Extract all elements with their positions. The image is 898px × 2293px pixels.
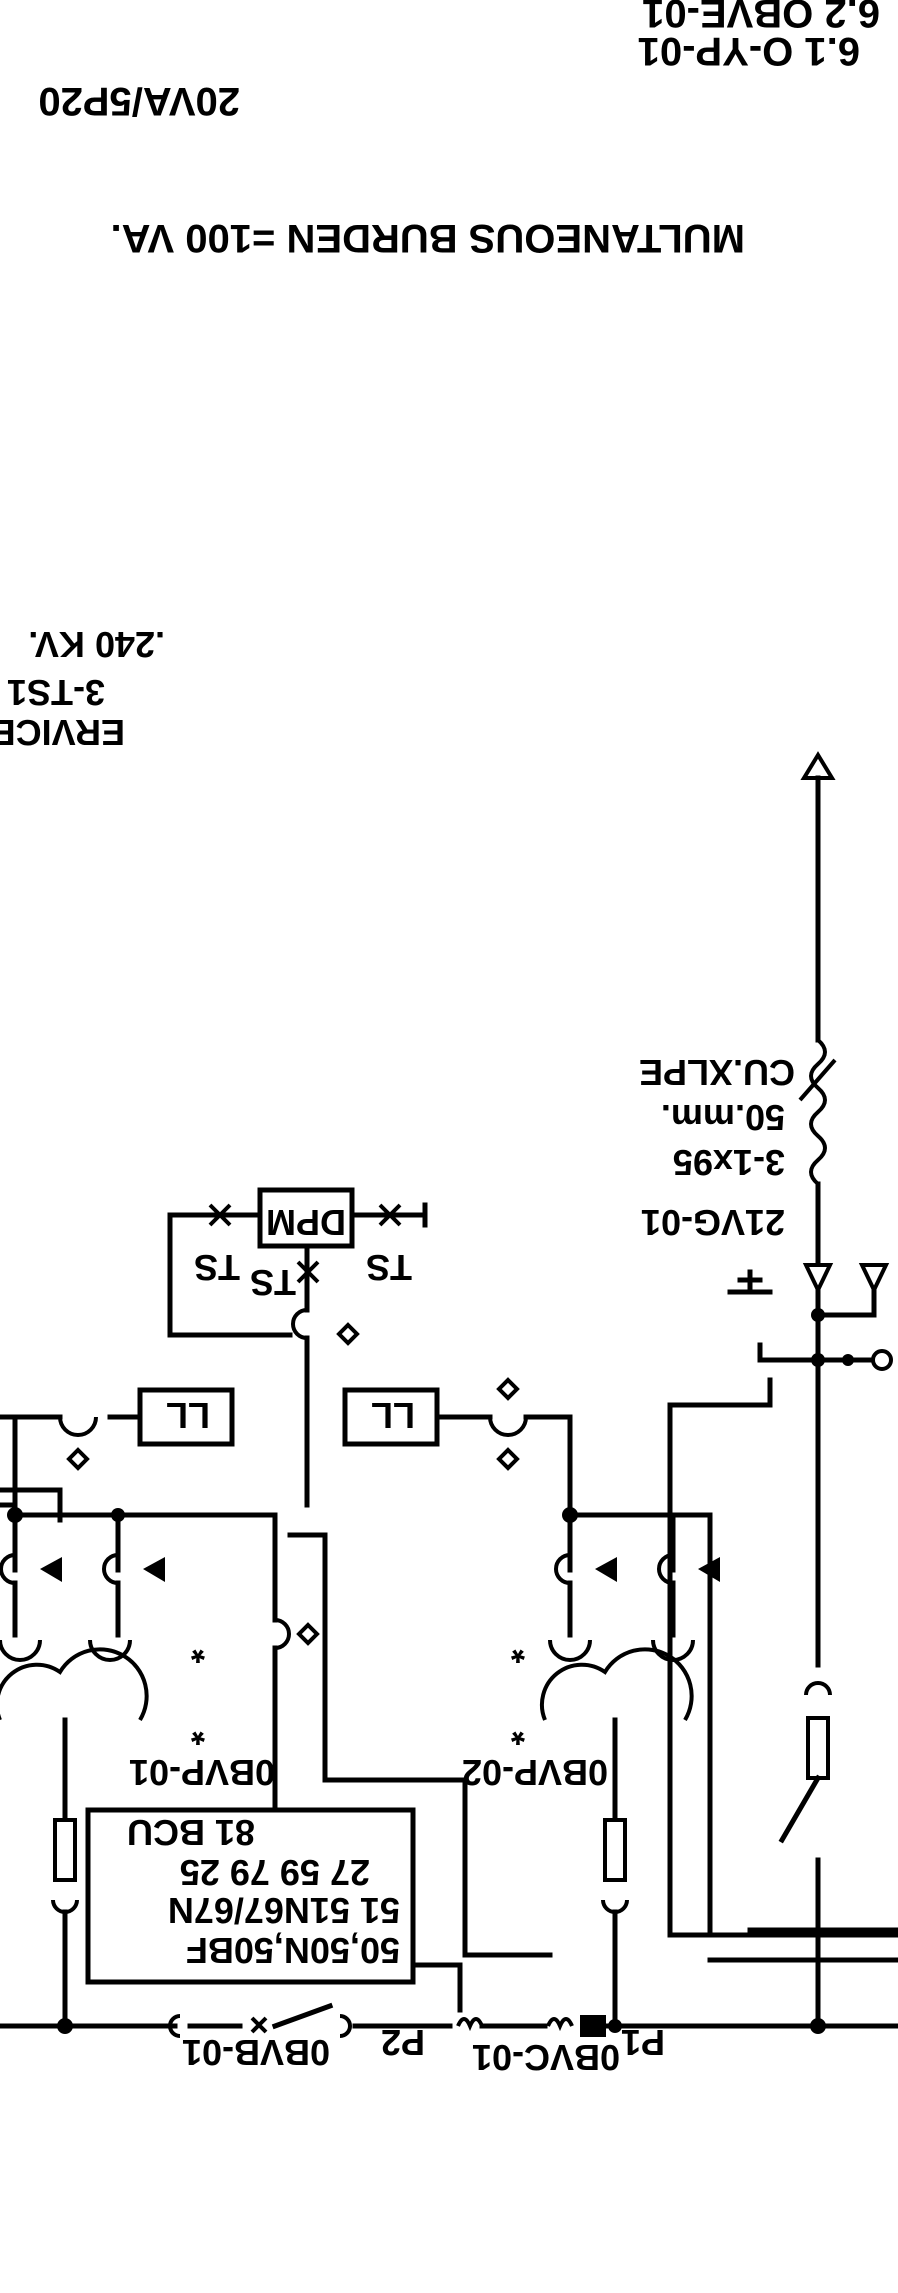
star-mark-3: * xyxy=(511,1630,525,1671)
ll-label-1: LL xyxy=(166,1395,210,1436)
vt-arrow-icon-2 xyxy=(143,1557,165,1582)
diamond-icon-2 xyxy=(66,1447,90,1471)
vt-right: * * 0BVP-02 xyxy=(462,1377,898,1963)
fuse-icon xyxy=(806,1716,830,1780)
dpm-label: DPM xyxy=(266,1202,346,1243)
cable-size: 50.mm. xyxy=(661,1097,785,1138)
star-mark: * xyxy=(191,1630,205,1671)
ct-coil-icon xyxy=(456,2017,484,2032)
note-6-2: 6.2 OBVE-01 xyxy=(642,0,880,35)
service-left: ERVICE xyxy=(0,712,125,753)
vt-label-2: 0BVP-02 xyxy=(462,1752,608,1793)
station-feeder xyxy=(727,751,893,2023)
note-burden: MULTANEOUS BURDEN =100 VA. xyxy=(110,216,745,260)
relay-line-1: 81 BCU xyxy=(127,1812,255,1853)
ll-label-2: LL xyxy=(371,1395,415,1436)
diamond-icon-5 xyxy=(296,1622,320,1646)
relay-box: 81 BCU 27 59 79 25 51 51N67/67N 50,50N,5… xyxy=(85,1807,463,2013)
termination-icon-2 xyxy=(858,1263,890,1295)
dpm-group: DPM TS TS TS xyxy=(167,1187,428,1508)
station-service-labels: .240 KV. 3-TS1 ERVICE 100 KVA 3 Ø 22-0.4… xyxy=(0,624,898,753)
star-mark-2: * xyxy=(191,1712,205,1753)
fuse-icon-2 xyxy=(53,1818,77,1882)
cable-cores: 3-1x95 xyxy=(673,1142,785,1183)
relay-box-frame xyxy=(85,1807,416,1985)
ts-label-2: TS xyxy=(366,1247,412,1288)
rating-left: .240 KV. xyxy=(28,624,165,665)
tag-left: 3-TS1 xyxy=(7,672,105,713)
breaker-x-icon xyxy=(250,2016,268,2034)
diamond-icon xyxy=(336,1322,360,1346)
ct-label: 0BVC-01 xyxy=(472,2037,620,2078)
star-mark-4: * xyxy=(511,1712,525,1753)
relay-line-2: 27 59 79 25 xyxy=(180,1852,370,1893)
ll-left: LL xyxy=(0,1387,235,1523)
vt-label-1: 0BVP-01 xyxy=(129,1752,275,1793)
earth-terminal-icon xyxy=(871,1349,893,1371)
vt-left: * * 0BVP-01 xyxy=(0,1487,553,1958)
note-6-1: 6.1 O-YP-01 xyxy=(638,29,860,73)
vt-arrow-icon-3 xyxy=(595,1557,617,1582)
fuse-icon-3 xyxy=(603,1818,627,1882)
arrow-up-icon xyxy=(800,751,836,780)
diamond-icon-3 xyxy=(496,1377,520,1401)
cable-tag: 21VG-01 xyxy=(641,1202,785,1243)
p1-label: P1 xyxy=(621,2022,665,2063)
vt-arrow-icon-4 xyxy=(698,1557,720,1582)
notes-block: 6.2 OBVE-01 6.1 O-YP-01 20VA/5P20 6. SYN… xyxy=(38,0,880,260)
ts-label-1: TS xyxy=(194,1247,240,1288)
ts-label-3: TS xyxy=(250,1262,296,1303)
test-switch-x-icon-2 xyxy=(378,1203,402,1227)
note-cutoff-left: 20VA/5P20 xyxy=(38,79,240,123)
ct-block-icon xyxy=(580,2015,606,2037)
relay-line-4: 50,50N,50BF xyxy=(186,1930,400,1971)
relay-line-3: 51 51N67/67N xyxy=(168,1890,400,1931)
breaker-label: 0BVB-01 xyxy=(182,2032,330,2073)
vt-fuses xyxy=(51,1818,629,2025)
ct-coil-icon-2 xyxy=(546,2017,574,2032)
main-bus: 0BVB-01 P2 0BVC-01 P1 21V xyxy=(0,2002,898,2078)
ll-right: LL xyxy=(342,1377,573,1518)
diamond-icon-4 xyxy=(496,1447,520,1471)
p2-label: P2 xyxy=(381,2022,425,2063)
cable-labels: CU.XLPE 50.mm. 3-1x95 21VG-01 xyxy=(639,1052,795,1243)
termination-icon xyxy=(802,1263,834,1295)
ll-box-2 xyxy=(342,1387,440,1447)
test-switch-x-icon xyxy=(208,1203,232,1227)
vt-arrow-icon xyxy=(40,1557,62,1582)
cable-type: CU.XLPE xyxy=(639,1052,795,1093)
cable-squiggle-icon xyxy=(809,1038,827,1186)
